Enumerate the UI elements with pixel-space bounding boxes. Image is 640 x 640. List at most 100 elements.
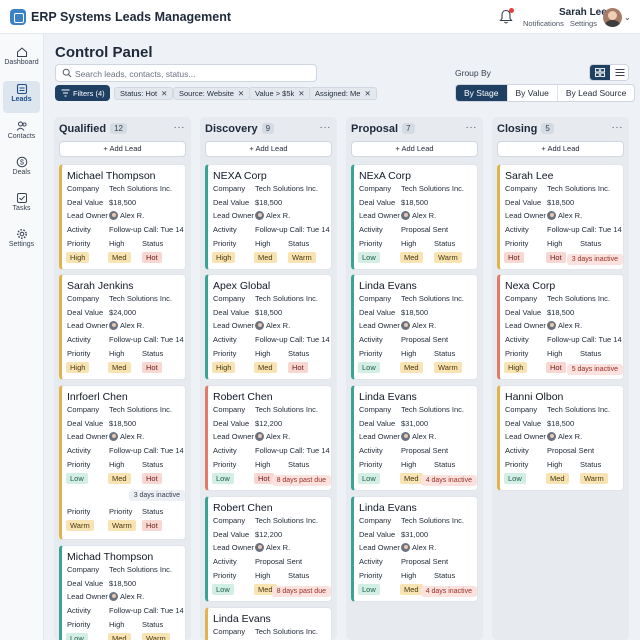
lead-card[interactable]: Michad Thompson Company Tech Solutions Inc…	[59, 545, 186, 640]
lead-name[interactable]: NEXA Corp	[213, 170, 267, 182]
lead-name[interactable]: Robert Chen	[213, 391, 273, 403]
close-icon[interactable]: ✕	[364, 89, 371, 98]
deal-value: $18,500	[109, 198, 137, 207]
lead-owner: Alex R.	[255, 321, 290, 330]
lead-name[interactable]: Inrfoerl Chen	[67, 391, 128, 403]
search-input[interactable]	[75, 67, 310, 80]
lead-card[interactable]: Michael Thompson Company Tech Solutions In…	[59, 164, 186, 270]
filters-button[interactable]: Filters (4)	[55, 85, 110, 101]
owner-avatar	[255, 321, 264, 330]
lead-name[interactable]: Nexa Corp	[505, 280, 556, 292]
lead-card[interactable]: NEXA Corp Company Tech Solutions Inc. Deal …	[205, 164, 332, 270]
filter-chip[interactable]: Value > $5k ✕	[249, 87, 311, 100]
priority-label: Priority	[213, 571, 237, 580]
search-box[interactable]	[55, 64, 317, 82]
deal-value: $18,500	[547, 308, 575, 317]
tag-badge: Low	[358, 252, 380, 263]
owner-avatar	[547, 321, 556, 330]
lead-name[interactable]: Linda Evans	[359, 280, 417, 292]
board-view-button[interactable]	[590, 65, 610, 80]
lead-name[interactable]: Sarah Jenkins	[67, 280, 134, 292]
lead-name[interactable]: Hanni Olbon	[505, 391, 564, 403]
lead-name[interactable]: Michael Thompson	[67, 170, 156, 182]
lead-card[interactable]: Sarah Jenkins Company Tech Solutions Inc. D…	[59, 274, 186, 380]
settings-link[interactable]: Settings	[569, 19, 597, 28]
list-view-button[interactable]	[610, 65, 628, 80]
lead-name[interactable]: Robert Chen	[213, 502, 273, 514]
more-options-icon[interactable]: ···	[465, 122, 477, 133]
add-lead-button[interactable]: + Add Lead	[205, 141, 332, 157]
tag-badge: Warm	[66, 520, 94, 531]
add-lead-button[interactable]: + Add Lead	[351, 141, 478, 157]
close-icon[interactable]: ✕	[161, 89, 168, 98]
lead-name[interactable]: Apex Global	[213, 280, 271, 292]
tag-badge: Hot	[546, 362, 566, 373]
notifications-link[interactable]: Notifications	[523, 19, 564, 28]
lead-card[interactable]: Linda Evans Company Tech Solutions Inc. Dea…	[351, 496, 478, 602]
sidebar-item-leads[interactable]: Leads	[3, 81, 40, 113]
owner-name: Alex R.	[412, 543, 437, 552]
lead-name[interactable]: Michad Thompson	[67, 551, 154, 563]
deal-value-label: Deal Value	[359, 308, 396, 317]
lead-card[interactable]: Nexa Corp Company Tech Solutions Inc. Deal …	[497, 274, 624, 380]
lead-card[interactable]: Linda Evans Company Tech Solutions Inc. Dea…	[351, 274, 478, 380]
sidebar-item-settings[interactable]: Settings	[3, 226, 40, 258]
close-icon[interactable]: ✕	[237, 89, 245, 98]
owner-name: Alex R.	[412, 432, 437, 441]
activity-value: Follow-up Call: Tue 14	[255, 446, 330, 455]
company-value: Tech Solutions Inc.	[255, 405, 318, 414]
lead-card[interactable]: Linda Evans Company Tech Solutions Inc.	[205, 607, 332, 640]
close-icon[interactable]: ✕	[298, 89, 305, 98]
add-lead-button[interactable]: + Add Lead	[59, 141, 186, 157]
lead-card[interactable]: Inrfoerl Chen Company Tech Solutions Inc. D…	[59, 385, 186, 540]
more-options-icon[interactable]: ···	[611, 122, 623, 133]
lead-owner: Alex R.	[547, 321, 582, 330]
status-label: Status	[142, 620, 164, 629]
tag-badge: Warm	[434, 362, 462, 373]
status-label: Status	[580, 349, 602, 358]
group-by-segmented-control[interactable]: By Stage By Value By Lead Source	[455, 84, 636, 102]
lead-name[interactable]: Linda Evans	[213, 613, 271, 625]
filter-chip[interactable]: Assigned: Me ✕	[309, 87, 377, 100]
sidebar-item-deals[interactable]: $ Deals	[3, 154, 40, 186]
column-qualified: Qualified 12 ··· + Add Lead Michael Thompson…	[54, 117, 191, 640]
column-discovery: Discovery 9 ··· + Add Lead NEXA Corp Company T…	[200, 117, 337, 640]
lead-owner-label: Lead Owner	[359, 321, 400, 330]
lead-name[interactable]: Linda Evans	[359, 391, 417, 403]
group-by-value-option[interactable]: By Value	[508, 85, 558, 101]
add-lead-button[interactable]: + Add Lead	[497, 141, 624, 157]
tasks-icon	[16, 193, 27, 203]
lead-card[interactable]: Robert Chen Company Tech Solutions Inc. Dea…	[205, 385, 332, 491]
lead-card[interactable]: Hanni Olbon Company Tech Solutions Inc. Dea…	[497, 385, 624, 491]
more-options-icon[interactable]: ···	[173, 122, 185, 133]
lead-name[interactable]: Sarah Lee	[505, 170, 554, 182]
lead-card[interactable]: Sarah Lee Company Tech Solutions Inc. Deal …	[497, 164, 624, 270]
lead-card[interactable]: Linda Evans Company Tech Solutions Inc. Dea…	[351, 385, 478, 491]
user-avatar[interactable]	[603, 8, 622, 27]
filter-chip[interactable]: Status: Hot ✕	[114, 87, 174, 100]
lead-name[interactable]: NExA Corp	[359, 170, 411, 182]
sidebar-item-dashboard[interactable]: Dashboard	[3, 44, 40, 76]
lead-card[interactable]: Apex Global Company Tech Solutions Inc. Dea…	[205, 274, 332, 380]
lead-card[interactable]: Robert Chen Company Tech Solutions Inc. Dea…	[205, 496, 332, 602]
deal-value-label: Deal Value	[505, 308, 542, 317]
lead-name[interactable]: Linda Evans	[359, 502, 417, 514]
bell-icon[interactable]	[499, 9, 513, 25]
view-toggle[interactable]	[589, 64, 629, 81]
tag-badge: High	[66, 252, 90, 263]
column-count-badge: 9	[261, 123, 275, 134]
deal-value-label: Deal Value	[67, 419, 104, 428]
lead-owner-label: Lead Owner	[359, 211, 400, 220]
sidebar-item-contacts[interactable]: Contacts	[3, 118, 40, 150]
priority-value: High	[547, 460, 563, 469]
filter-chip[interactable]: Source: Website ✕	[173, 87, 251, 100]
activity-value: Proposal Sent	[547, 446, 595, 455]
priority-value: High	[255, 460, 271, 469]
home-icon	[16, 47, 27, 57]
more-options-icon[interactable]: ···	[319, 122, 331, 133]
sidebar-item-tasks[interactable]: Tasks	[3, 190, 40, 222]
lead-card[interactable]: NExA Corp Company Tech Solutions Inc. Deal …	[351, 164, 478, 270]
chevron-down-icon[interactable]: ⌄	[624, 13, 631, 22]
group-by-source-option[interactable]: By Lead Source	[565, 88, 627, 98]
group-by-stage-option[interactable]: By Stage	[456, 85, 508, 101]
